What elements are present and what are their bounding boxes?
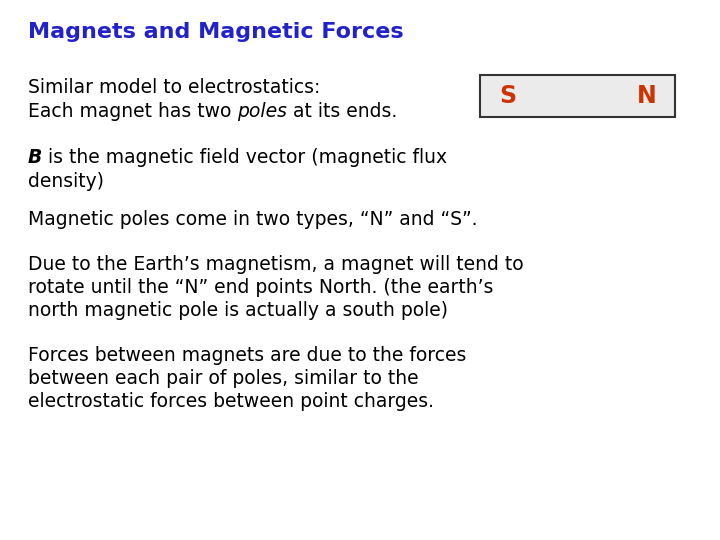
Text: at its ends.: at its ends.: [287, 102, 397, 121]
Text: north magnetic pole is actually a south pole): north magnetic pole is actually a south …: [28, 301, 448, 320]
Text: S: S: [500, 84, 516, 108]
Text: Magnetic poles come in two types, “N” and “S”.: Magnetic poles come in two types, “N” an…: [28, 210, 477, 229]
Text: density): density): [28, 172, 104, 191]
Text: Due to the Earth’s magnetism, a magnet will tend to: Due to the Earth’s magnetism, a magnet w…: [28, 255, 523, 274]
Text: B: B: [28, 148, 42, 167]
Text: Magnets and Magnetic Forces: Magnets and Magnetic Forces: [28, 22, 404, 42]
Text: poles: poles: [238, 102, 287, 121]
Text: Similar model to electrostatics:: Similar model to electrostatics:: [28, 78, 320, 97]
Text: N: N: [637, 84, 657, 108]
FancyBboxPatch shape: [480, 75, 675, 117]
Text: Each magnet has two: Each magnet has two: [28, 102, 238, 121]
Text: Forces between magnets are due to the forces: Forces between magnets are due to the fo…: [28, 346, 467, 365]
Text: rotate until the “N” end points North. (the earth’s: rotate until the “N” end points North. (…: [28, 278, 493, 297]
Text: is the magnetic field vector (magnetic flux: is the magnetic field vector (magnetic f…: [42, 148, 447, 167]
Text: electrostatic forces between point charges.: electrostatic forces between point charg…: [28, 392, 434, 411]
Text: between each pair of poles, similar to the: between each pair of poles, similar to t…: [28, 369, 418, 388]
